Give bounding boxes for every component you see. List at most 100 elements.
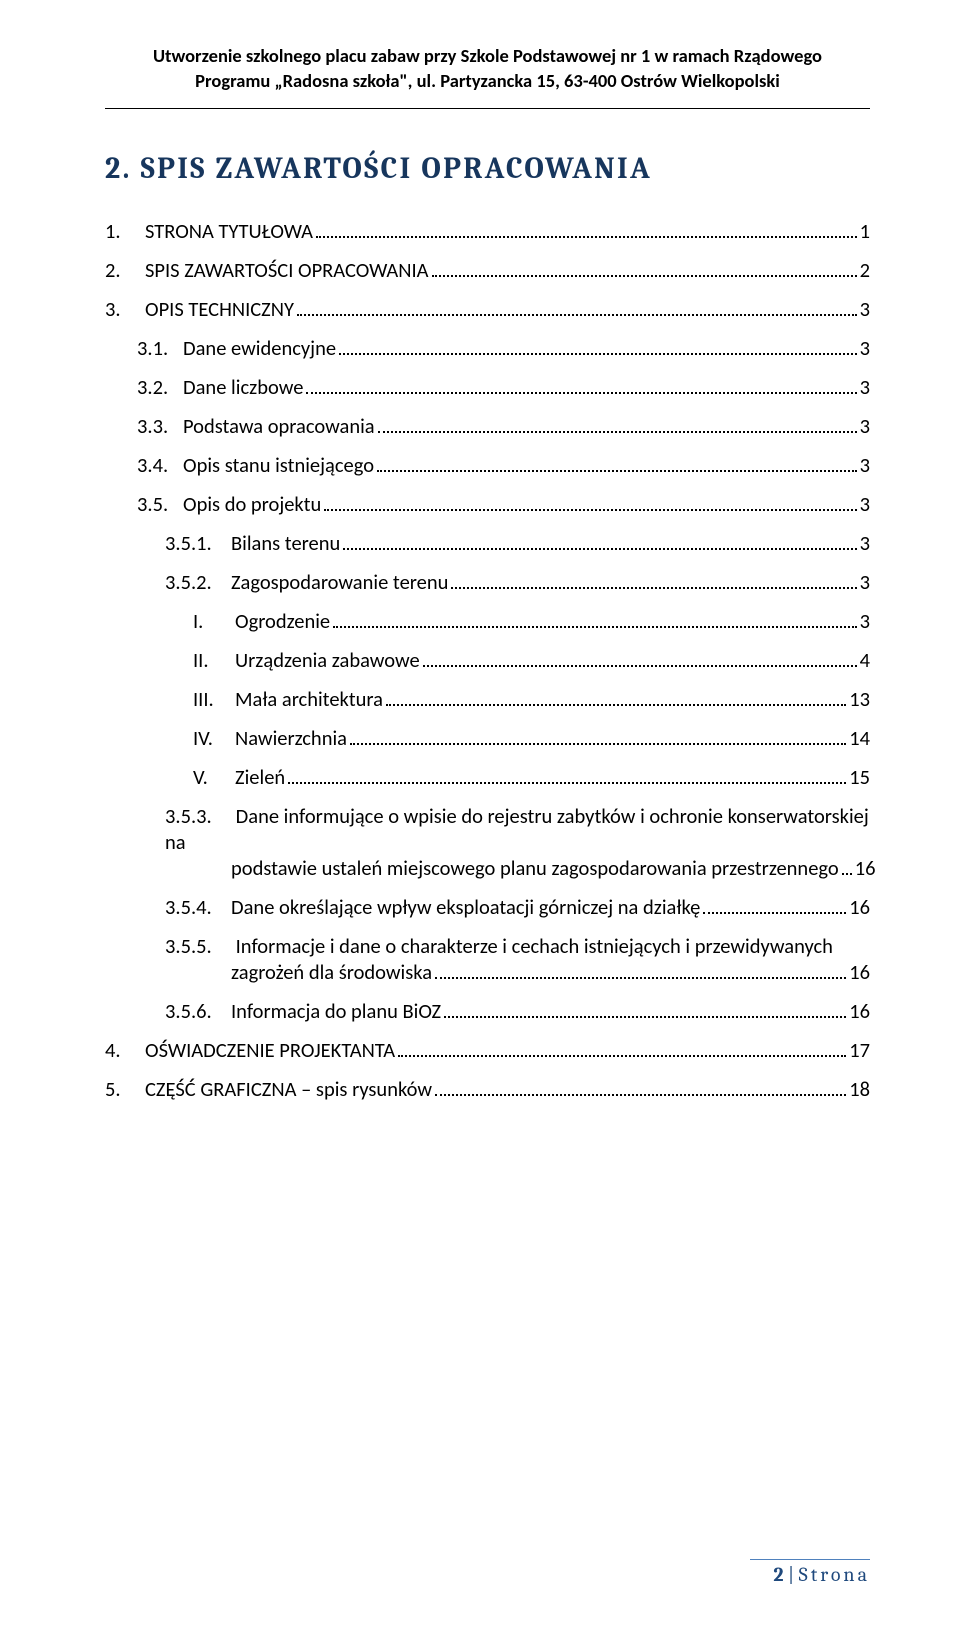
toc-label: Ogrodzenie bbox=[235, 608, 330, 634]
toc-leader bbox=[350, 743, 846, 745]
toc-leader bbox=[378, 431, 857, 433]
toc-entry: 3.5.1. Bilans terenu 3 bbox=[165, 530, 870, 556]
toc-entry: III. Mała architektura 13 bbox=[193, 686, 870, 712]
toc-num: 5. bbox=[105, 1076, 145, 1102]
toc-num: 4. bbox=[105, 1037, 145, 1063]
toc-leader bbox=[398, 1055, 846, 1057]
toc-label: SPIS ZAWARTOŚCI OPRACOWANIA bbox=[145, 257, 429, 283]
toc-num: 3.5.4. bbox=[165, 894, 231, 920]
toc-label: Mała architektura bbox=[235, 686, 383, 712]
toc-label: Dane liczbowe bbox=[183, 374, 303, 400]
toc-leader bbox=[451, 587, 856, 589]
toc-label: Dane ewidencyjne bbox=[183, 335, 336, 361]
toc-entry: 3.5.5. Informacje i dane o charakterze i… bbox=[165, 933, 870, 985]
toc-entry: 2. SPIS ZAWARTOŚCI OPRACOWANIA 2 bbox=[105, 257, 870, 283]
toc-entry: 3.1. Dane ewidencyjne 3 bbox=[137, 335, 870, 361]
document-page: Utworzenie szkolnego placu zabaw przy Sz… bbox=[0, 0, 960, 1632]
toc-label: OPIS TECHNICZNY bbox=[145, 296, 294, 322]
toc-leader bbox=[343, 548, 856, 550]
toc-entry: 4. OŚWIADCZENIE PROJEKTANTA 17 bbox=[105, 1037, 870, 1063]
toc-entry: 3.5. Opis do projektu 3 bbox=[137, 491, 870, 517]
toc-label: OŚWIADCZENIE PROJEKTANTA bbox=[145, 1037, 395, 1063]
toc-entry: IV. Nawierzchnia 14 bbox=[193, 725, 870, 751]
toc-page: 4 bbox=[860, 647, 870, 673]
toc-entry: 3.4. Opis stanu istniejącego 3 bbox=[137, 452, 870, 478]
footer-separator: | bbox=[784, 1563, 799, 1586]
toc-page: 16 bbox=[849, 894, 870, 920]
toc-label-part: zagrożeń dla środowiska bbox=[231, 959, 432, 985]
header-rule bbox=[105, 108, 870, 109]
toc-num: 3. bbox=[105, 296, 145, 322]
toc-page: 18 bbox=[849, 1076, 870, 1102]
toc-entry: 3.3. Podstawa opracowania 3 bbox=[137, 413, 870, 439]
toc-page: 3 bbox=[860, 413, 870, 439]
toc-num: 3.5.3. bbox=[165, 803, 231, 829]
toc-page: 15 bbox=[849, 764, 870, 790]
toc-leader bbox=[339, 353, 857, 355]
toc-leader bbox=[316, 236, 857, 238]
toc-page: 3 bbox=[860, 491, 870, 517]
toc-entry: 3.5.3. Dane informujące o wpisie do reje… bbox=[165, 803, 870, 881]
toc-num: II. bbox=[193, 647, 235, 673]
toc-num: V. bbox=[193, 764, 235, 790]
toc-num: 1. bbox=[105, 218, 145, 244]
footer-label: Strona bbox=[799, 1563, 870, 1586]
toc-num: I. bbox=[193, 608, 235, 634]
footer-page-number: 2 bbox=[773, 1563, 783, 1586]
toc-num: 3.5.2. bbox=[165, 569, 231, 595]
toc-num: 3.5.6. bbox=[165, 998, 231, 1024]
toc-num: 3.4. bbox=[137, 452, 183, 478]
toc-entry: II. Urządzenia zabawowe 4 bbox=[193, 647, 870, 673]
page-footer: 2 | Strona bbox=[750, 1559, 870, 1586]
toc-entry: 1. STRONA TYTUŁOWA 1 bbox=[105, 218, 870, 244]
toc-label: Urządzenia zabawowe bbox=[235, 647, 420, 673]
toc-page: 3 bbox=[860, 452, 870, 478]
toc-num: 2. bbox=[105, 257, 145, 283]
toc-page: 3 bbox=[860, 530, 870, 556]
toc-leader bbox=[703, 912, 846, 914]
toc-label: Bilans terenu bbox=[231, 530, 340, 556]
toc-num: 3.5.1. bbox=[165, 530, 231, 556]
toc-page: 16 bbox=[849, 959, 870, 985]
toc-entry: I. Ogrodzenie 3 bbox=[193, 608, 870, 634]
toc-label: Dane określające wpływ eksploatacji górn… bbox=[231, 894, 700, 920]
section-title: 2. SPIS ZAWARTOŚCI OPRACOWANIA bbox=[105, 151, 870, 186]
toc-num: 3.1. bbox=[137, 335, 183, 361]
toc-leader bbox=[435, 1094, 846, 1096]
toc-label: STRONA TYTUŁOWA bbox=[145, 218, 313, 244]
toc-num: 3.2. bbox=[137, 374, 183, 400]
toc-entry: 3. OPIS TECHNICZNY 3 bbox=[105, 296, 870, 322]
toc-num: III. bbox=[193, 686, 235, 712]
toc-label-part: Dane informujące o wpisie do rejestru za… bbox=[165, 803, 869, 855]
header-line-1: Utworzenie szkolnego placu zabaw przy Sz… bbox=[105, 44, 870, 69]
header-line-2: Programu „Radosna szkoła", ul. Partyzanc… bbox=[105, 69, 870, 94]
toc-leader bbox=[377, 470, 857, 472]
toc-entry: 3.5.6. Informacja do planu BiOZ 16 bbox=[165, 998, 870, 1024]
toc-leader bbox=[297, 314, 857, 316]
toc-label: Opis stanu istniejącego bbox=[183, 452, 374, 478]
toc-page: 16 bbox=[855, 855, 876, 881]
toc-leader bbox=[842, 873, 852, 875]
toc-page: 13 bbox=[849, 686, 870, 712]
page-header: Utworzenie szkolnego placu zabaw przy Sz… bbox=[105, 44, 870, 94]
toc-entry: 3.2. Dane liczbowe 3 bbox=[137, 374, 870, 400]
toc-page: 3 bbox=[860, 374, 870, 400]
toc-leader bbox=[386, 704, 846, 706]
toc-label-part: Informacje i dane o charakterze i cechac… bbox=[236, 933, 833, 959]
toc-page: 3 bbox=[860, 569, 870, 595]
toc-leader bbox=[288, 782, 846, 784]
toc-num: IV. bbox=[193, 725, 235, 751]
toc-leader bbox=[306, 392, 856, 394]
toc-leader bbox=[423, 665, 857, 667]
toc-entry: 5. CZĘŚĆ GRAFICZNA – spis rysunków 18 bbox=[105, 1076, 870, 1102]
toc-page: 17 bbox=[849, 1037, 870, 1063]
toc-num: 3.5.5. bbox=[165, 933, 231, 959]
toc-label: Opis do projektu bbox=[183, 491, 321, 517]
toc-label: Zagospodarowanie terenu bbox=[231, 569, 448, 595]
toc-page: 3 bbox=[860, 608, 870, 634]
toc-page: 3 bbox=[860, 296, 870, 322]
toc-page: 1 bbox=[860, 218, 870, 244]
toc-label-part: podstawie ustaleń miejscowego planu zago… bbox=[231, 855, 839, 881]
toc-label: Informacja do planu BiOZ bbox=[231, 998, 441, 1024]
toc-num: 3.5. bbox=[137, 491, 183, 517]
